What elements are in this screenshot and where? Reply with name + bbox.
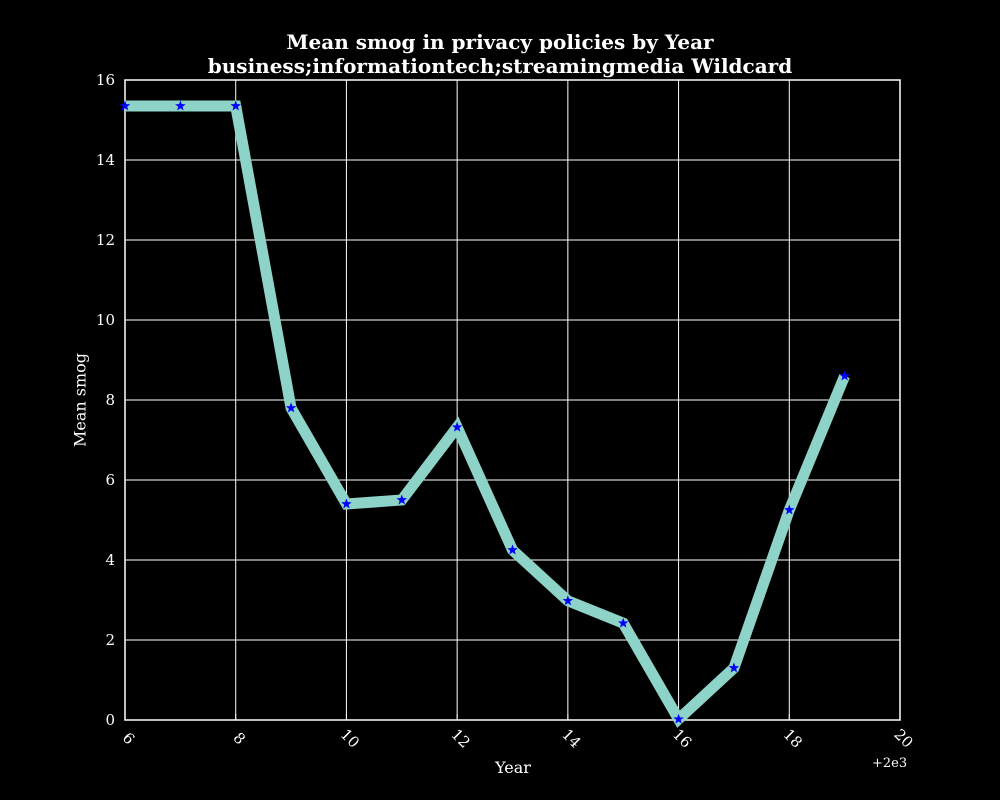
x-tick-label: 12	[448, 725, 474, 751]
x-axis-label: Year	[495, 758, 531, 777]
data-point	[784, 504, 795, 515]
x-tick-label: 20	[890, 725, 916, 751]
x-tick-label: 8	[230, 729, 249, 748]
y-tick-label: 12	[96, 231, 115, 249]
x-tick-label: 16	[669, 725, 695, 751]
data-point	[673, 713, 684, 724]
data-point	[175, 100, 186, 111]
y-tick-label: 2	[105, 631, 115, 649]
series-line	[125, 100, 850, 728]
y-tick-label: 6	[105, 471, 115, 489]
chart-title: Mean smog in privacy policies by Year	[286, 30, 714, 54]
data-point	[119, 100, 131, 111]
data-point	[562, 595, 574, 606]
data-point	[839, 370, 850, 381]
data-point	[230, 100, 241, 111]
y-tick-label: 14	[96, 151, 115, 169]
data-point	[507, 544, 518, 555]
x-tick-label: 18	[780, 725, 806, 751]
data-point	[341, 498, 352, 509]
y-tick-label: 4	[105, 551, 115, 569]
data-point	[451, 421, 463, 432]
data-point	[396, 494, 408, 505]
y-tick-label: 0	[105, 711, 115, 729]
data-point	[617, 617, 629, 628]
x-tick-label: 10	[337, 725, 363, 751]
x-tick-label: 14	[558, 725, 584, 751]
chart-subtitle: business;informationtech;streamingmedia …	[207, 54, 793, 78]
data-point	[728, 662, 740, 673]
y-tick-label: 8	[105, 391, 115, 409]
x-tick-label: 6	[119, 729, 138, 748]
y-axis-label: Mean smog	[70, 352, 90, 448]
y-tick-label: 10	[96, 311, 115, 329]
data-point	[285, 402, 297, 413]
y-tick-label: 16	[96, 71, 115, 89]
x-axis-offset-label: +2e3	[872, 756, 908, 771]
